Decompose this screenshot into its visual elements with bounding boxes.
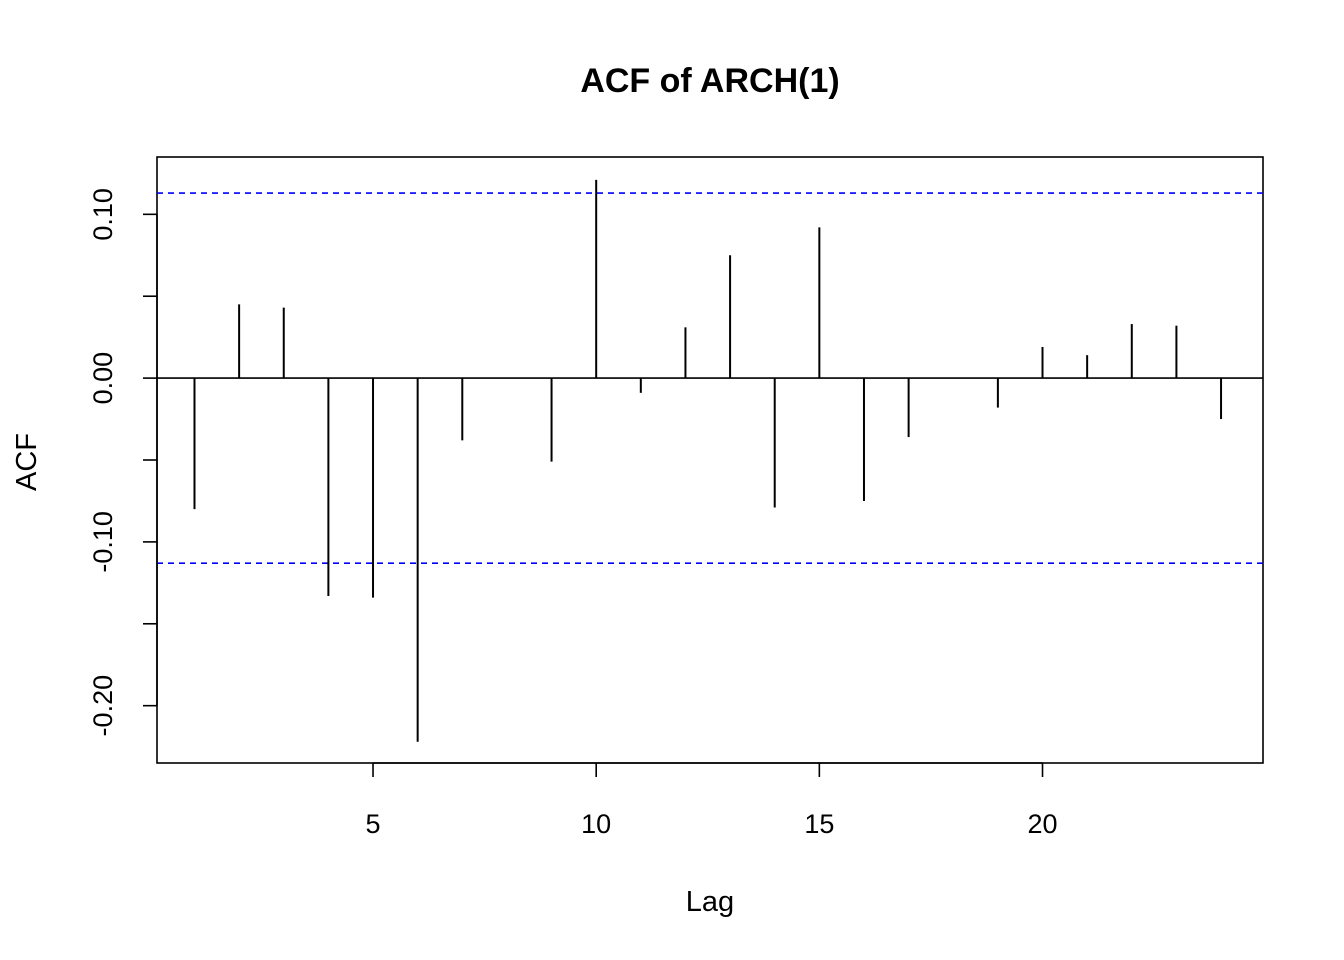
plot-area: 5 10 15 20 -0.20 -0.10 0.00 0.10 bbox=[88, 156, 1264, 839]
x-axis-label: Lag bbox=[686, 886, 734, 918]
y-tick-label-0: -0.20 bbox=[88, 675, 118, 737]
x-tick-label-5: 5 bbox=[366, 809, 381, 839]
y-tick-label-4: 0.00 bbox=[88, 352, 118, 405]
plot-frame bbox=[156, 156, 1264, 764]
x-tick-label-20: 20 bbox=[1027, 809, 1057, 839]
x-tick-label-10: 10 bbox=[581, 809, 611, 839]
y-axis-label: ACF bbox=[11, 433, 43, 491]
x-tick-label-15: 15 bbox=[804, 809, 834, 839]
y-tick-label-6: 0.10 bbox=[88, 188, 118, 241]
chart-title: ACF of ARCH(1) bbox=[580, 62, 839, 100]
y-tick-label-2: -0.10 bbox=[88, 511, 118, 573]
